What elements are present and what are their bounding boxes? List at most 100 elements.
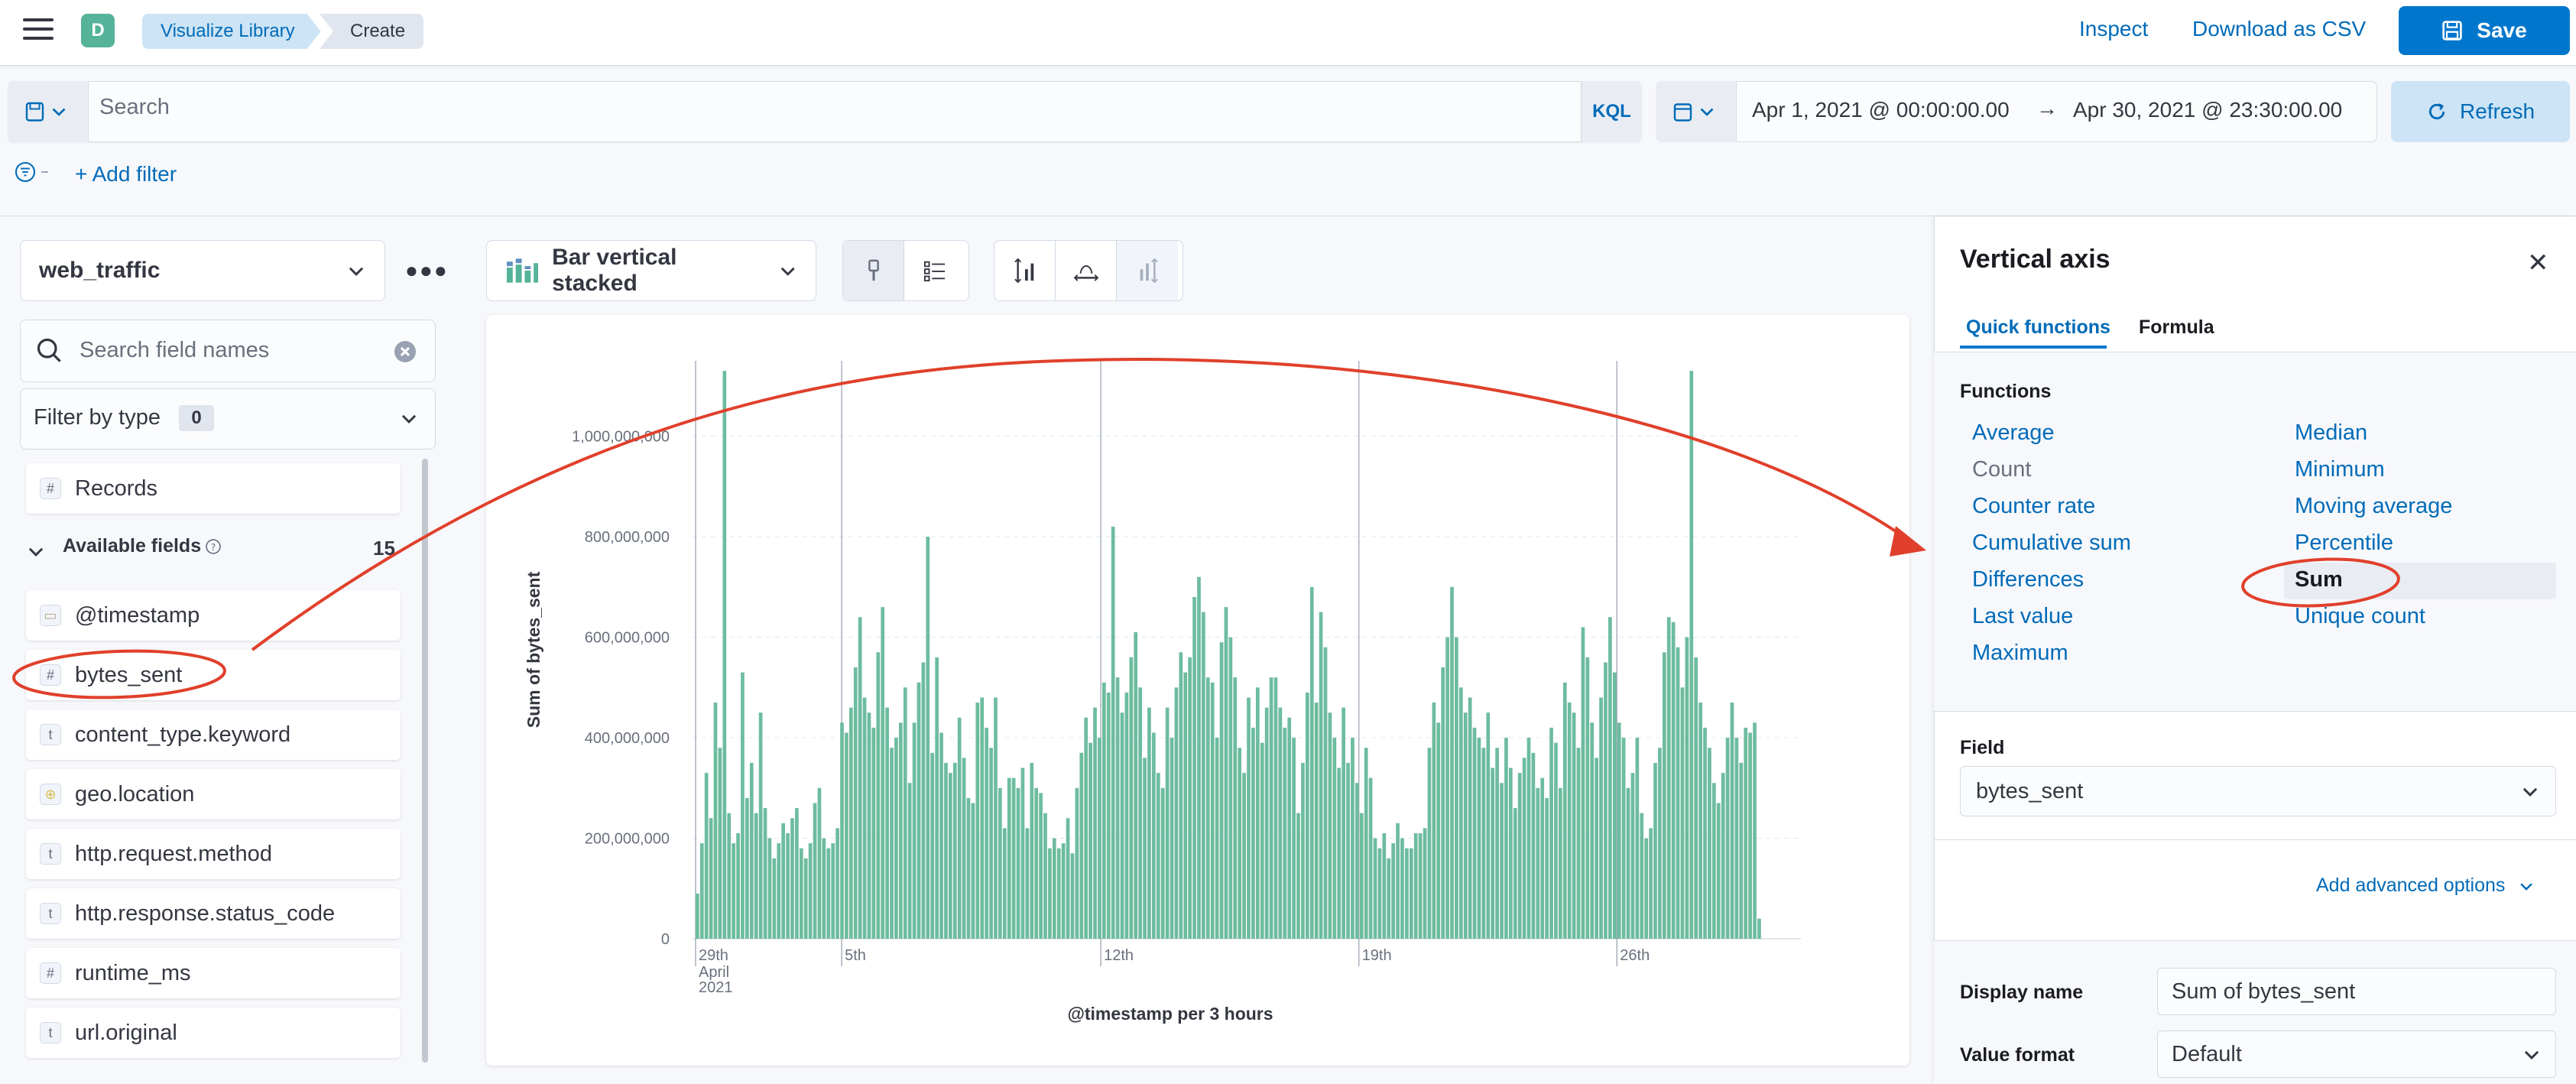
- bar[interactable]: [1581, 627, 1585, 939]
- bar[interactable]: [1554, 742, 1558, 939]
- bar[interactable]: [1174, 687, 1179, 939]
- bar[interactable]: [957, 717, 962, 939]
- bar[interactable]: [1432, 703, 1436, 939]
- bar[interactable]: [1703, 727, 1707, 939]
- bar[interactable]: [907, 783, 912, 939]
- bar[interactable]: [704, 773, 709, 939]
- bar[interactable]: [1088, 742, 1092, 939]
- bar[interactable]: [1016, 787, 1020, 939]
- bar-chart[interactable]: 0 200,000,000 400,000,000 600,000,000 800,00…: [486, 315, 1909, 1066]
- bar[interactable]: [1043, 813, 1047, 939]
- bar[interactable]: [763, 808, 767, 939]
- bar[interactable]: [1359, 813, 1364, 939]
- bar[interactable]: [1617, 722, 1621, 939]
- bar[interactable]: [1337, 768, 1342, 939]
- bar[interactable]: [1572, 712, 1576, 939]
- bar[interactable]: [1011, 777, 1016, 939]
- bar[interactable]: [1495, 748, 1499, 939]
- bar[interactable]: [732, 843, 735, 939]
- bar[interactable]: [1323, 647, 1328, 939]
- bar[interactable]: [1048, 848, 1052, 939]
- bar[interactable]: [1694, 657, 1698, 939]
- bar[interactable]: [858, 617, 862, 939]
- field-select[interactable]: bytes_sent: [1960, 766, 2556, 816]
- bar[interactable]: [831, 843, 835, 939]
- left-axis-icon[interactable]: [994, 241, 1056, 300]
- bar[interactable]: [1098, 738, 1101, 939]
- function-option[interactable]: Sum: [2295, 567, 2343, 592]
- more-options-icon[interactable]: ●●●: [405, 258, 449, 282]
- breadcrumb-visualize-library[interactable]: Visualize Library: [142, 14, 321, 49]
- bar[interactable]: [1233, 677, 1238, 939]
- function-option[interactable]: Last value: [1972, 604, 2074, 628]
- bar[interactable]: [1328, 712, 1332, 939]
- bar[interactable]: [1002, 828, 1007, 939]
- date-end[interactable]: Apr 30, 2021 @ 23:30:00.00: [2073, 98, 2343, 122]
- bar[interactable]: [1662, 652, 1666, 939]
- bar[interactable]: [1355, 783, 1359, 939]
- bar[interactable]: [1156, 773, 1160, 939]
- bar[interactable]: [1111, 526, 1115, 939]
- bar[interactable]: [1396, 823, 1400, 939]
- bar[interactable]: [1373, 838, 1377, 939]
- search-input[interactable]: Search: [99, 95, 170, 119]
- bar[interactable]: [1612, 672, 1617, 939]
- bar[interactable]: [975, 703, 980, 939]
- bar[interactable]: [1120, 712, 1124, 939]
- sidebar-scrollbar[interactable]: [422, 459, 428, 1063]
- bar[interactable]: [1061, 843, 1066, 939]
- bar[interactable]: [1056, 848, 1061, 939]
- bar[interactable]: [1472, 727, 1477, 939]
- bar[interactable]: [1368, 777, 1373, 939]
- bar[interactable]: [1590, 722, 1595, 939]
- bar[interactable]: [899, 722, 903, 939]
- bar[interactable]: [862, 697, 867, 939]
- bar[interactable]: [1269, 677, 1273, 939]
- bar[interactable]: [1531, 752, 1536, 939]
- display-name-input[interactable]: Sum of bytes_sent: [2157, 968, 2556, 1015]
- bar[interactable]: [1124, 692, 1129, 939]
- bar[interactable]: [1364, 748, 1368, 939]
- bar[interactable]: [1450, 586, 1454, 939]
- bar[interactable]: [741, 672, 745, 939]
- bar[interactable]: [1319, 612, 1323, 939]
- bar[interactable]: [1387, 858, 1391, 939]
- bar[interactable]: [1251, 727, 1255, 939]
- bar[interactable]: [1188, 657, 1192, 939]
- bar[interactable]: [1585, 657, 1590, 939]
- chart-type-switcher[interactable]: Bar vertical stacked: [486, 240, 816, 301]
- bar[interactable]: [989, 748, 993, 939]
- bar[interactable]: [1210, 682, 1215, 939]
- bar[interactable]: [1680, 687, 1685, 939]
- bar[interactable]: [1238, 748, 1242, 939]
- clear-icon[interactable]: [393, 339, 417, 364]
- bar[interactable]: [1413, 832, 1418, 939]
- bar[interactable]: [1165, 707, 1170, 939]
- bar[interactable]: [1423, 828, 1427, 939]
- function-option[interactable]: Percentile: [2295, 531, 2393, 555]
- bar[interactable]: [1630, 773, 1635, 939]
- value-format-select[interactable]: Default: [2157, 1030, 2556, 1078]
- function-option[interactable]: Maximum: [1972, 641, 2068, 665]
- bar[interactable]: [826, 848, 831, 939]
- legend-icon[interactable]: [904, 241, 965, 300]
- bar[interactable]: [1658, 748, 1662, 939]
- bar[interactable]: [1689, 371, 1694, 939]
- bar[interactable]: [745, 797, 749, 939]
- bar[interactable]: [786, 832, 790, 939]
- bar[interactable]: [1192, 596, 1196, 939]
- bar[interactable]: [1491, 768, 1495, 939]
- bar[interactable]: [1160, 787, 1165, 939]
- bar[interactable]: [1676, 647, 1680, 939]
- bar[interactable]: [758, 712, 763, 939]
- bar[interactable]: [1264, 707, 1269, 939]
- bar[interactable]: [1093, 707, 1097, 939]
- bar[interactable]: [1599, 697, 1603, 939]
- bar[interactable]: [1649, 828, 1653, 939]
- bar[interactable]: [1716, 803, 1721, 940]
- bar[interactable]: [949, 773, 952, 939]
- bar[interactable]: [803, 858, 808, 939]
- bar[interactable]: [795, 808, 799, 939]
- paintbrush-icon[interactable]: [843, 241, 904, 300]
- bar[interactable]: [1219, 642, 1224, 939]
